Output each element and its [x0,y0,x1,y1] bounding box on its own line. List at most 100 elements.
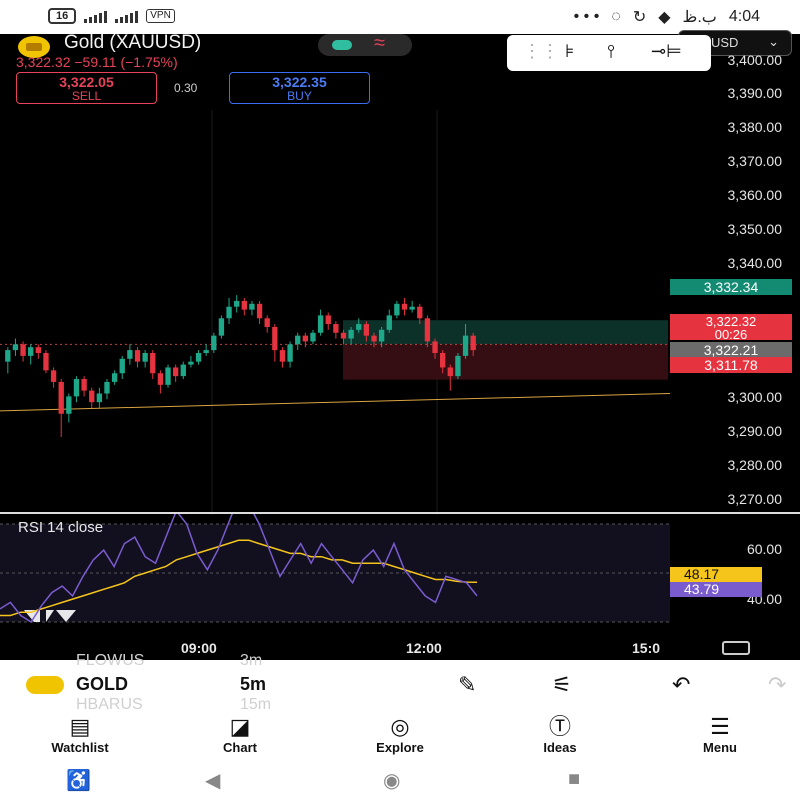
candle-body [279,350,286,362]
candle-body [119,358,125,374]
candle-body [89,390,95,403]
symbol-title[interactable]: Gold (XAUUSD) [64,32,202,53]
last-price: 3,322.32 [705,314,757,329]
candle-body [180,364,186,377]
indicator-settings-icon[interactable]: ⚟ [552,672,572,697]
price-axis-label: 3,400.00 [727,52,783,68]
candle-body [272,326,278,351]
trendline [0,393,670,412]
interval-selector[interactable]: 5m [240,674,267,694]
candle-body [211,335,217,351]
candle-body [249,303,255,310]
bid-price-tag: 3,322.21 [670,342,792,358]
nav-label: Ideas [543,740,577,755]
candle-body [35,347,42,353]
recents-icon[interactable]: ■ [568,768,581,790]
nav-chart[interactable]: ◪ Chart [185,714,295,755]
redo-icon[interactable]: ↷ [768,672,787,697]
buy-button[interactable]: 3,322.35 BUY [229,72,370,104]
spread-value: 0.30 [174,81,198,95]
candle-body [348,329,354,339]
sell-price: 3,322.05 [59,74,114,90]
rsi-ma-value-tag: 48.17 [670,567,762,582]
rsi-chart[interactable] [0,514,670,630]
price-chart[interactable] [0,110,670,515]
nav-label: Explore [376,740,424,755]
sync-icon: ↻ [632,9,647,26]
nav-watchlist[interactable]: ▤ Watchlist [25,714,135,755]
undo-icon[interactable]: ↶ [672,672,691,697]
symbol-selector[interactable]: GOLD [76,674,128,694]
draw-pen-icon[interactable]: ✎ [458,672,477,697]
candle-body [150,353,156,374]
candle-body [340,332,347,339]
home-icon[interactable]: ◉ [383,770,401,792]
candle-body [28,347,34,356]
market-status-pill[interactable]: ≈ [318,32,412,56]
fibonacci-tool-icon[interactable]: ⊧ [565,41,575,61]
rsi-indicator-label[interactable]: RSI 14 close [18,519,104,536]
candle-body [317,315,324,333]
rsi-band [0,524,670,622]
candle-body [43,353,49,371]
candle-body [96,393,103,403]
system-navigation-bar: ♿ ◀ ◉ ■ [0,762,800,800]
price-axis-label: 3,390.00 [727,85,783,101]
pin-tool-icon[interactable]: ⫯ [607,41,615,61]
back-icon[interactable]: ◀ [205,770,221,792]
accessibility-icon[interactable]: ♿ [66,770,91,792]
candle-body [188,361,194,365]
price-axis-label: 3,300.00 [727,389,783,405]
watchlist-icon: ▤ [69,714,91,739]
currency-value: USD [711,35,739,50]
candle-body [66,396,72,414]
candle-body [401,303,408,310]
levels-tool-icon[interactable]: ⊸⊨ [651,41,682,61]
candle-body [256,303,263,319]
candle-body [470,335,476,351]
ideas-icon: Ⓣ [548,714,571,739]
candle-body [325,315,331,325]
sell-button[interactable]: 3,322.05 SELL [16,72,157,104]
message-icon: ◆ [658,9,671,26]
notification-icon: ◌ [611,8,621,25]
nav-explore[interactable]: ◎ Explore [345,714,455,755]
candle-body [378,329,385,342]
candle-body [264,318,270,327]
pane-divider[interactable] [0,512,800,514]
price-axis-label: 3,270.00 [727,491,783,507]
stop-loss-price-tag: 3,311.78 [670,357,792,373]
rsi-ma-line [0,539,478,617]
candle-body [104,381,110,394]
candle-body [386,315,392,330]
candle-body [12,344,19,351]
candle-body [356,324,362,330]
symbol-header: Gold (XAUUSD) ≈ 3,322.32 −59.11 (−1.75%)… [0,28,670,110]
candle-body [394,303,400,316]
drag-handle-icon[interactable]: ⋮⋮ [523,41,559,61]
take-profit-zone [343,320,668,345]
floating-drawing-toolbar: ⋮⋮ ⊧ ⫯ ⊸⊨ [507,35,711,71]
ghost-symbol-bottom: HBARUS [76,696,143,713]
time-axis-label: 15:0 [632,640,661,656]
signal-icon [84,9,108,23]
buy-label: BUY [287,89,312,103]
chart-settings-icon[interactable] [722,641,750,655]
candle-body [409,306,415,310]
carrier-label: ب.ظ [682,9,717,26]
candle-body [111,373,118,382]
menu-icon: ☰ [710,714,730,739]
candle-body [127,350,133,359]
candle-body [333,324,339,333]
price-axis-label: 3,370.00 [727,153,783,169]
sell-label: SELL [71,89,102,103]
candle-body [417,306,423,319]
more-dots: • • • [573,8,600,25]
candle-body [203,350,209,353]
take-profit-price-tag: 3,332.34 [670,279,792,295]
nav-ideas[interactable]: Ⓣ Ideas [505,714,615,755]
candle-body [234,300,240,307]
nav-menu[interactable]: ☰ Menu [665,714,775,755]
candle-body [439,353,446,368]
price-change-line: 3,322.32 −59.11 (−1.75%) [16,54,178,70]
